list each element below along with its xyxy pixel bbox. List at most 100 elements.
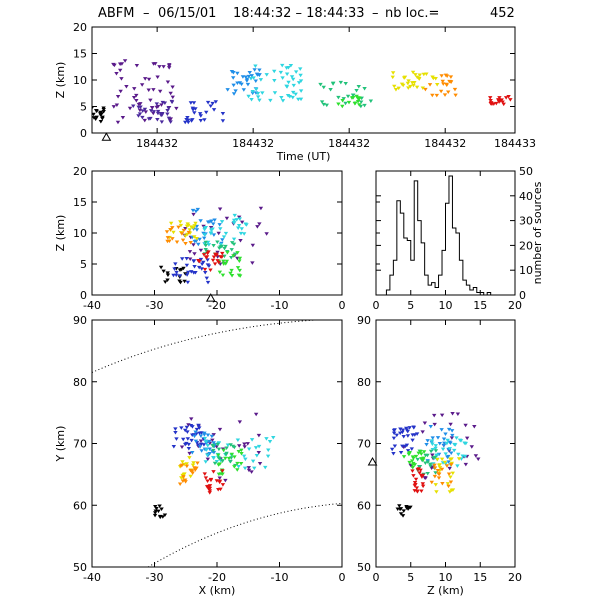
source-point bbox=[173, 427, 178, 431]
source-point bbox=[184, 263, 190, 268]
source-point bbox=[423, 461, 428, 465]
source-point bbox=[268, 98, 273, 103]
source-point bbox=[218, 242, 224, 247]
source-point bbox=[250, 243, 256, 248]
x-tick-label: -20 bbox=[208, 299, 226, 312]
source-point bbox=[441, 443, 447, 448]
source-point bbox=[183, 428, 188, 433]
source-point bbox=[318, 82, 323, 87]
source-point bbox=[247, 70, 252, 75]
source-point bbox=[204, 448, 209, 452]
source-point bbox=[202, 472, 207, 476]
source-point bbox=[263, 465, 268, 470]
source-point bbox=[137, 112, 143, 116]
source-point bbox=[231, 254, 236, 258]
source-point bbox=[286, 66, 291, 70]
source-point bbox=[204, 110, 209, 115]
source-point bbox=[418, 449, 423, 454]
source-point bbox=[156, 509, 161, 514]
source-point bbox=[193, 221, 198, 226]
source-point bbox=[215, 442, 220, 447]
x-tick-label: 10 bbox=[439, 571, 453, 584]
source-point bbox=[422, 421, 428, 426]
source-point bbox=[101, 106, 106, 110]
source-point bbox=[187, 451, 192, 456]
source-point bbox=[205, 433, 211, 437]
source-point bbox=[165, 109, 170, 113]
source-point bbox=[209, 219, 214, 224]
source-point bbox=[215, 250, 220, 255]
source-point bbox=[197, 445, 203, 449]
source-point bbox=[231, 92, 237, 96]
source-point bbox=[436, 472, 441, 476]
source-point bbox=[177, 482, 183, 487]
source-point bbox=[254, 87, 259, 92]
source-point bbox=[226, 456, 232, 461]
x-tick-label: 15 bbox=[473, 571, 487, 584]
title-date: 06/15/01 bbox=[158, 6, 216, 21]
source-point bbox=[211, 456, 216, 461]
source-point bbox=[146, 117, 152, 121]
source-point bbox=[456, 452, 461, 457]
source-point bbox=[190, 451, 195, 455]
source-point bbox=[208, 477, 214, 482]
source-point bbox=[224, 451, 229, 456]
source-point bbox=[219, 220, 225, 224]
source-point bbox=[358, 100, 364, 104]
source-point bbox=[229, 268, 234, 273]
source-point bbox=[199, 449, 204, 453]
source-point bbox=[193, 439, 199, 444]
source-point bbox=[181, 437, 186, 442]
source-point bbox=[232, 213, 237, 218]
source-point bbox=[391, 429, 397, 433]
source-point bbox=[187, 228, 192, 232]
source-point bbox=[203, 240, 208, 245]
source-point bbox=[439, 413, 445, 418]
source-point bbox=[286, 80, 291, 85]
source-point bbox=[174, 240, 180, 245]
y-tick-label: 5 bbox=[80, 258, 87, 271]
source-point bbox=[139, 83, 145, 87]
source-point bbox=[236, 215, 242, 220]
source-point bbox=[298, 73, 303, 78]
source-point bbox=[168, 91, 173, 96]
source-point bbox=[411, 474, 416, 478]
source-point bbox=[443, 432, 448, 437]
source-point bbox=[216, 453, 221, 458]
source-point bbox=[238, 462, 244, 466]
source-point bbox=[165, 273, 171, 278]
source-point bbox=[448, 480, 454, 484]
x-tick-label: 184432 bbox=[424, 137, 466, 150]
source-point bbox=[216, 488, 221, 492]
source-point bbox=[117, 62, 123, 66]
source-point bbox=[228, 271, 233, 276]
title-time-range: 18:44:32 – 18:44:33 bbox=[233, 6, 365, 21]
source-point bbox=[237, 420, 243, 424]
source-point bbox=[258, 206, 264, 211]
x-tick-label: 0 bbox=[373, 571, 380, 584]
source-point bbox=[180, 479, 186, 483]
station-triangle-icon bbox=[101, 132, 112, 141]
source-point bbox=[446, 454, 451, 459]
source-point bbox=[203, 243, 208, 248]
source-point bbox=[229, 274, 235, 278]
source-point bbox=[142, 107, 148, 112]
source-point bbox=[396, 86, 401, 91]
source-point bbox=[289, 75, 295, 79]
source-point bbox=[183, 234, 188, 238]
source-point bbox=[244, 223, 249, 227]
source-point bbox=[241, 88, 247, 92]
source-point bbox=[211, 108, 217, 112]
x-tick-label: 20 bbox=[508, 571, 522, 584]
source-point bbox=[246, 468, 252, 473]
source-point bbox=[219, 255, 225, 260]
source-point bbox=[410, 455, 416, 459]
source-point bbox=[412, 433, 417, 437]
source-point bbox=[328, 88, 333, 92]
source-point bbox=[444, 441, 450, 446]
source-point bbox=[354, 89, 359, 93]
source-point bbox=[98, 120, 104, 124]
source-point bbox=[331, 81, 336, 86]
y-tick-label: 15 bbox=[73, 196, 87, 209]
x-tick-label: 0 bbox=[339, 571, 346, 584]
